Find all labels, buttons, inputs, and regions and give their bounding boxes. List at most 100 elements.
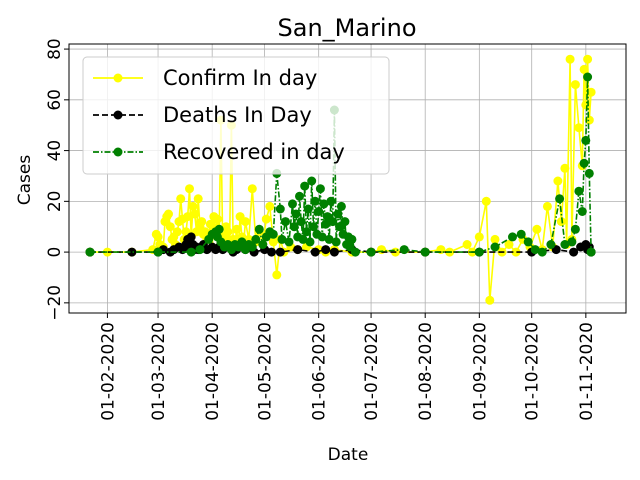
data-point [490, 242, 500, 252]
data-point [267, 247, 276, 257]
data-point [560, 240, 570, 249]
data-point [574, 123, 584, 133]
data-point [565, 54, 575, 64]
data-point [214, 224, 224, 234]
y-tick-label: 60 [45, 89, 65, 111]
x-tick-label: 01-11-2020 [577, 322, 597, 421]
data-point [251, 234, 261, 244]
legend-swatch-marker [113, 73, 123, 83]
data-point [315, 184, 325, 194]
data-point [481, 196, 491, 206]
data-point [474, 247, 484, 257]
data-point [281, 217, 290, 227]
data-point [556, 217, 566, 227]
data-point [303, 204, 313, 214]
x-tick-label: 01-08-2020 [416, 322, 436, 421]
x-tick-label: 01-04-2020 [203, 322, 223, 421]
series-line [90, 76, 592, 254]
y-tick-label: −20 [45, 285, 65, 321]
data-point [305, 237, 315, 247]
chart-title: San_Marino [278, 14, 417, 42]
x-axis-label: Date [328, 445, 369, 465]
data-point [324, 234, 334, 244]
legend-swatch-marker [113, 110, 123, 120]
data-point [186, 247, 196, 257]
data-point [272, 270, 282, 280]
data-point [298, 234, 308, 244]
data-point [560, 163, 570, 173]
data-point [350, 247, 360, 257]
data-point [347, 234, 357, 244]
data-point [172, 227, 182, 237]
data-point [164, 209, 173, 219]
data-point [555, 194, 565, 204]
data-point [333, 209, 343, 219]
data-point [366, 247, 376, 257]
x-tick-label: 01-05-2020 [256, 322, 276, 421]
data-point [190, 209, 200, 219]
data-point [185, 184, 194, 194]
data-point [329, 247, 339, 257]
data-point [326, 196, 336, 206]
data-point [310, 196, 320, 206]
legend-entry: Recovered in day [93, 140, 345, 164]
data-point [127, 247, 137, 257]
data-point [569, 247, 579, 257]
y-axis-label: Cases [15, 155, 35, 206]
y-tick-label: 40 [45, 140, 65, 162]
data-point [577, 207, 587, 216]
x-tick-label: 01-02-2020 [98, 322, 118, 421]
data-point [232, 224, 242, 234]
y-tick-label: 20 [45, 191, 65, 213]
data-point [289, 222, 299, 232]
data-point [570, 224, 580, 234]
legend-label: Deaths In Day [163, 103, 312, 127]
data-point [508, 232, 517, 242]
x-tick-label: 01-03-2020 [149, 322, 169, 421]
legend-label: Recovered in day [163, 140, 345, 164]
data-point [490, 234, 500, 244]
data-point [310, 247, 320, 257]
series-layer [85, 54, 596, 305]
x-tick-label: 01-06-2020 [310, 322, 330, 421]
data-point [195, 245, 205, 255]
data-point [321, 219, 331, 229]
data-point [293, 245, 303, 255]
data-point [261, 214, 271, 224]
data-point [504, 240, 514, 249]
data-point [188, 201, 198, 211]
data-point [265, 201, 275, 211]
data-point [275, 204, 285, 214]
data-point [583, 72, 593, 82]
legend: Confirm In day Deaths In Day Recovered in … [82, 56, 390, 175]
data-point [176, 194, 186, 204]
data-point [302, 227, 311, 237]
data-point [420, 247, 430, 257]
data-point [275, 247, 285, 257]
data-point [197, 217, 207, 227]
data-point [295, 191, 304, 201]
data-point [153, 232, 163, 242]
data-point [542, 201, 552, 211]
data-point [186, 232, 196, 242]
data-point [523, 237, 533, 247]
data-point [579, 64, 589, 74]
data-point [321, 245, 331, 255]
data-point [284, 237, 294, 247]
data-point [584, 168, 594, 178]
data-point [223, 227, 233, 237]
legend-swatch-marker [113, 147, 123, 157]
data-point [331, 237, 341, 247]
data-point [254, 224, 264, 234]
data-point [314, 207, 324, 216]
data-point [583, 54, 593, 64]
series-2 [85, 72, 596, 257]
legend-entry: Confirm In day [93, 66, 317, 90]
data-point [399, 245, 409, 255]
data-point [296, 217, 306, 227]
legend-entry: Deaths In Day [93, 103, 312, 127]
data-point [579, 158, 589, 168]
data-point [485, 295, 495, 305]
data-point [307, 176, 317, 186]
data-point [85, 247, 95, 257]
